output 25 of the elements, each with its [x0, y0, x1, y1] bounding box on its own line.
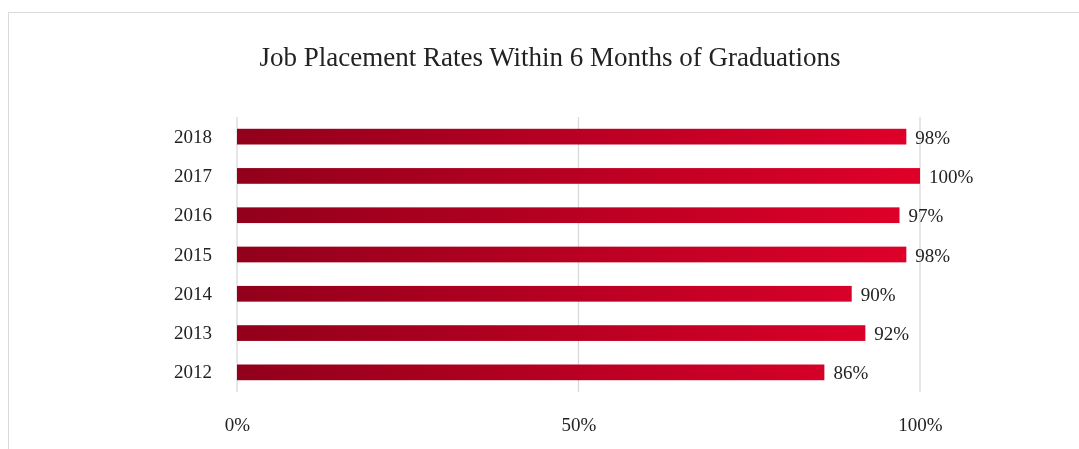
bar — [237, 364, 825, 381]
y-tick-label: 2018 — [174, 125, 212, 147]
y-tick-label: 2016 — [174, 204, 212, 226]
bar — [237, 325, 866, 341]
data-label: 86% — [833, 362, 869, 384]
y-tick-label: 2013 — [174, 322, 212, 344]
data-label: 97% — [908, 205, 944, 227]
bar — [237, 207, 900, 224]
x-tick-label: 0% — [224, 414, 251, 436]
y-tick-label: 2017 — [174, 165, 212, 187]
data-label: 90% — [860, 283, 896, 305]
data-label: 100% — [929, 165, 974, 187]
x-tick-label: 100% — [898, 414, 943, 436]
bar — [237, 285, 852, 302]
bar — [237, 168, 920, 184]
bar — [237, 128, 907, 145]
data-label: 92% — [874, 323, 910, 345]
data-label: 98% — [915, 244, 951, 266]
y-tick-label: 2014 — [174, 282, 213, 304]
chart-title: Job Placement Rates Within 6 Months of Graduations — [259, 42, 841, 72]
data-label: 98% — [915, 126, 951, 148]
bar — [237, 246, 907, 263]
y-tick-label: 2012 — [174, 361, 212, 383]
x-tick-label: 50% — [561, 414, 597, 436]
y-tick-label: 2015 — [174, 243, 212, 265]
